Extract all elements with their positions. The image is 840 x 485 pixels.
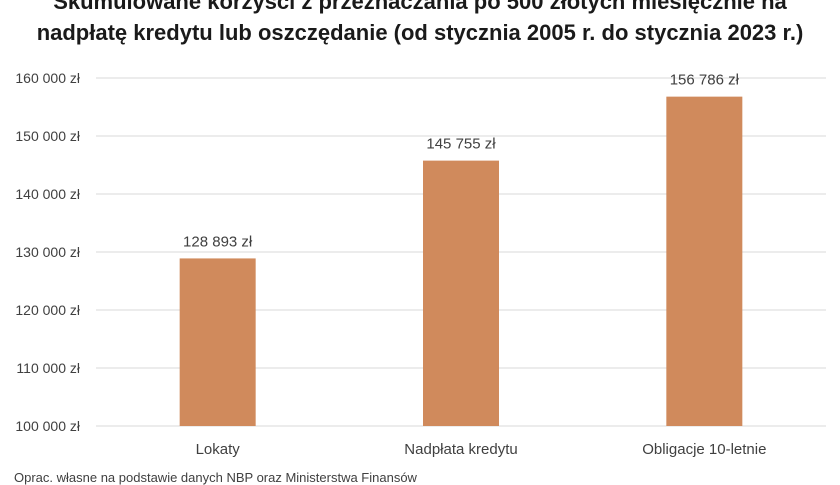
source-footnote: Oprac. własne na podstawie danych NBP or… (14, 470, 417, 485)
y-tick-label: 140 000 zł (15, 186, 80, 202)
data-labels: 128 893 zł 145 755 zł 156 786 zł (183, 72, 740, 251)
chart-title-line-2: nadpłatę kredytu lub oszczędanie (od sty… (36, 20, 804, 45)
chart-title: Skumulowane korzyści z przeznaczania po … (0, 0, 840, 48)
data-label: 156 786 zł (670, 72, 740, 89)
x-category-label: Obligacje 10-letnie (642, 441, 766, 458)
data-label: 145 755 zł (426, 136, 496, 153)
data-label: 128 893 zł (183, 233, 253, 250)
y-tick-label: 150 000 zł (15, 128, 80, 144)
y-tick-label: 100 000 zł (15, 418, 80, 434)
y-tick-label: 110 000 zł (16, 360, 80, 376)
bar (666, 96, 743, 426)
bar (423, 160, 499, 426)
x-category-label: Nadpłata kredytu (404, 441, 517, 458)
bar (179, 258, 256, 426)
y-tick-label: 160 000 zł (15, 70, 80, 86)
y-tick-label: 130 000 zł (15, 244, 80, 260)
x-category-label: Lokaty (196, 441, 241, 458)
x-axis-categories: Lokaty Nadpłata kredytu Obligacje 10-letni… (196, 441, 767, 458)
y-axis-ticks: 100 000 zł 110 000 zł 120 000 zł 130 000 zł… (15, 70, 80, 434)
chart-title-line-1: Skumulowane korzyści z przeznaczania po … (53, 0, 787, 14)
bars (179, 96, 743, 426)
y-tick-label: 120 000 zł (15, 302, 80, 318)
